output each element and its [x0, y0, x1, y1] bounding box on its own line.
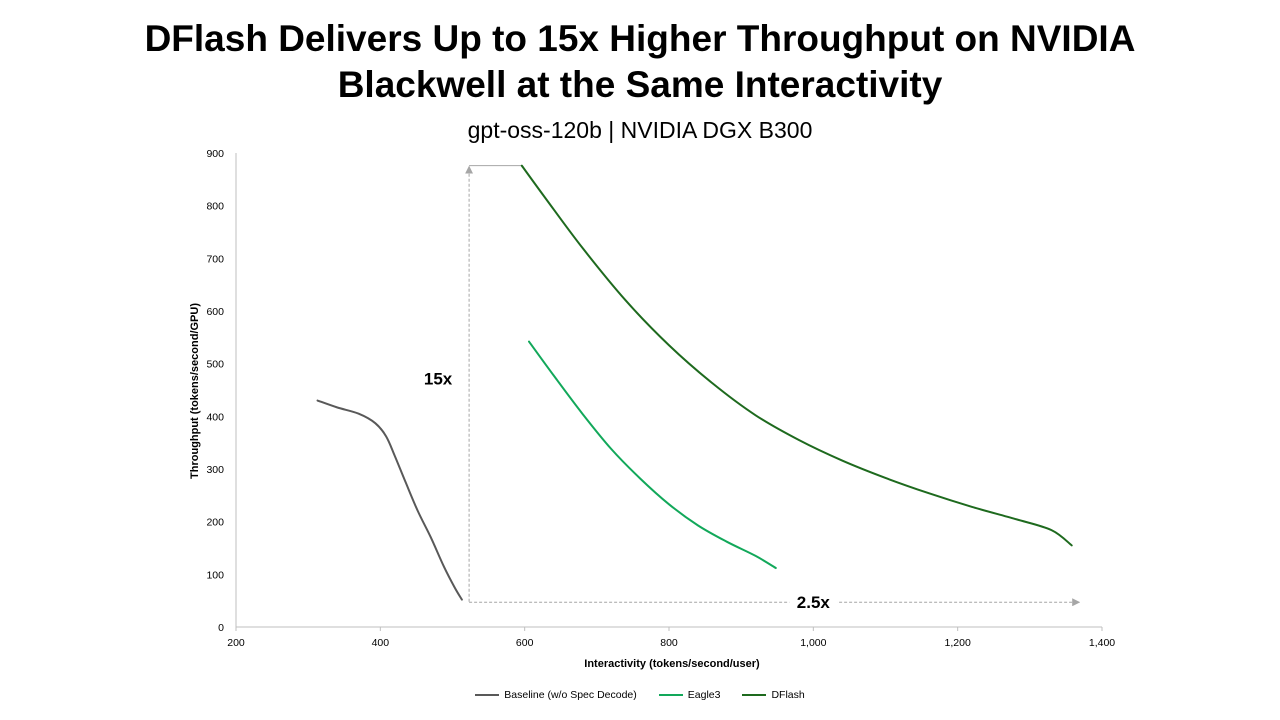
y-tick-label: 500: [206, 359, 224, 371]
series-line-dflash: [520, 164, 1073, 547]
y-axis-label: Throughput (tokens/second/GPU): [189, 303, 201, 479]
legend-item-eagle3: Eagle3: [658, 689, 721, 701]
y-tick-label: 600: [206, 306, 224, 318]
x-axis-label: Interactivity (tokens/second/user): [584, 658, 760, 670]
x-tick-label: 200: [227, 637, 245, 649]
legend-label: Baseline (w/o Spec Decode): [504, 689, 637, 701]
x-tick-label: 600: [516, 637, 534, 649]
chart-title-line2: Blackwell at the Same Interactivity: [337, 64, 943, 105]
legend-label: DFlash: [771, 689, 805, 701]
annotation-2-5x-bg: [789, 590, 838, 615]
annotation-2-5x: 2.5x: [797, 593, 831, 612]
chart-title: DFlash Delivers Up to 15x Higher Through…: [0, 16, 1280, 108]
legend-swatch: [742, 694, 767, 696]
y-tick-label: 0: [218, 622, 224, 634]
y-tick-label: 300: [206, 464, 224, 476]
series-line-eagle3: [527, 340, 777, 570]
series-line-baseline-w-o-spec-decode: [316, 399, 463, 601]
x-tick-label: 1,000: [800, 637, 826, 649]
x-tick-label: 400: [372, 637, 390, 649]
y-tick-label: 900: [206, 148, 224, 160]
y-tick-label: 700: [206, 253, 224, 265]
annotation-15x: 15x: [424, 370, 453, 389]
chart-subtitle: gpt-oss-120b | NVIDIA DGX B300: [467, 117, 813, 143]
x-tick-label: 800: [660, 637, 678, 649]
y-tick-label: 800: [206, 201, 224, 213]
x-tick-label: 1,400: [1089, 637, 1115, 649]
legend-item-baseline-w-o-spec-decode: Baseline (w/o Spec Decode): [475, 689, 637, 701]
x-tick-label: 1,200: [945, 637, 971, 649]
chart-legend: Baseline (w/o Spec Decode) Eagle3 DFlash: [0, 689, 1280, 701]
legend-swatch: [475, 694, 500, 696]
y-tick-label: 200: [206, 517, 224, 529]
legend-label: Eagle3: [687, 689, 721, 701]
y-tick-label: 400: [206, 411, 224, 423]
legend-item-dflash: DFlash: [742, 689, 805, 701]
chart-title-line1: DFlash Delivers Up to 15x Higher Through…: [144, 18, 1136, 59]
legend-swatch: [658, 694, 683, 696]
y-tick-label: 100: [206, 569, 224, 581]
